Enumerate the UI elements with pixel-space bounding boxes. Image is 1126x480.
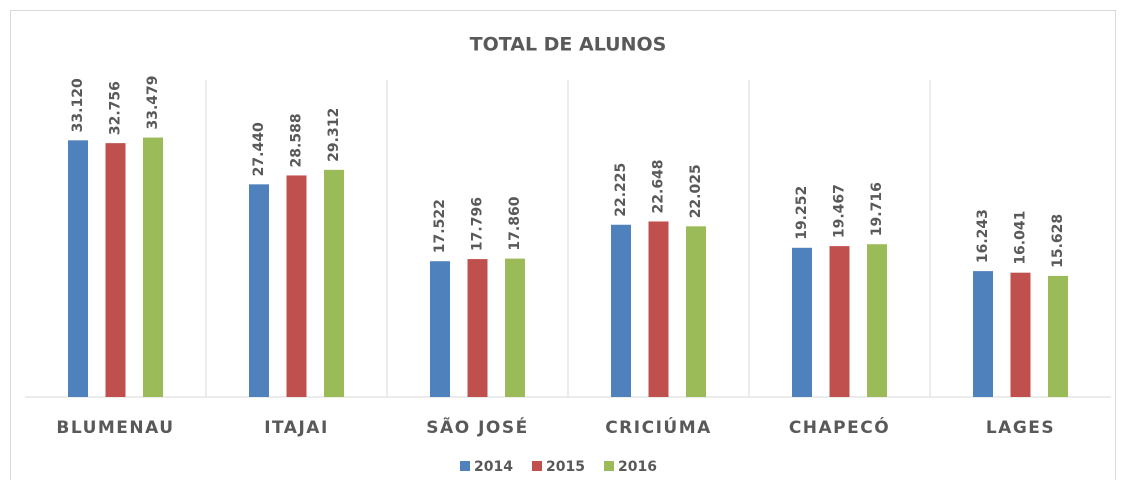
x-tick-label: LAGES (986, 418, 1055, 438)
data-label: 22.648 (651, 159, 667, 213)
bar (143, 137, 163, 397)
x-tick-label: SÃO JOSÉ (426, 415, 528, 438)
bar (611, 224, 631, 397)
x-tick-label: CRICIÚMA (605, 416, 712, 438)
bar (249, 184, 269, 397)
data-label: 22.025 (688, 164, 704, 218)
data-label: 17.860 (507, 196, 523, 250)
data-label: 16.243 (975, 209, 991, 263)
x-tick-label: ITAJAI (264, 418, 329, 438)
legend-swatch (532, 461, 542, 471)
data-label: 28.588 (289, 113, 305, 167)
bar (105, 143, 126, 397)
bar (1048, 275, 1068, 397)
chart-title: TOTAL DE ALUNOS (470, 34, 667, 56)
legend-swatch (604, 461, 614, 471)
bar (1010, 272, 1031, 397)
data-label: 33.120 (70, 78, 86, 132)
x-tick-label: BLUMENAU (56, 418, 174, 438)
legend-label: 2014 (474, 459, 513, 475)
data-label: 15.628 (1050, 214, 1066, 268)
x-tick-label: CHAPECÓ (789, 416, 890, 438)
data-label: 27.440 (251, 122, 267, 176)
bar (973, 271, 993, 397)
bar (467, 259, 488, 397)
data-label: 29.312 (326, 108, 342, 162)
bar (324, 169, 344, 397)
bar (505, 258, 525, 397)
bar (792, 247, 812, 397)
data-label: 22.225 (613, 163, 629, 217)
bar (829, 246, 850, 397)
chart-border (10, 10, 1116, 480)
bar (286, 175, 307, 397)
data-label: 16.041 (1013, 211, 1029, 265)
bar (686, 226, 706, 397)
legend-label: 2016 (618, 459, 657, 475)
bar (68, 140, 88, 397)
data-label: 17.522 (432, 199, 448, 253)
legend-label: 2015 (546, 459, 585, 475)
data-label: 19.467 (832, 184, 848, 238)
data-label: 33.479 (145, 76, 161, 130)
bar (867, 244, 887, 397)
bar (648, 221, 669, 397)
data-label: 32.756 (108, 81, 124, 135)
data-label: 19.716 (869, 182, 885, 236)
legend-swatch (460, 461, 470, 471)
data-label: 19.252 (794, 186, 810, 240)
bar (430, 261, 450, 397)
data-label: 17.796 (470, 197, 486, 251)
